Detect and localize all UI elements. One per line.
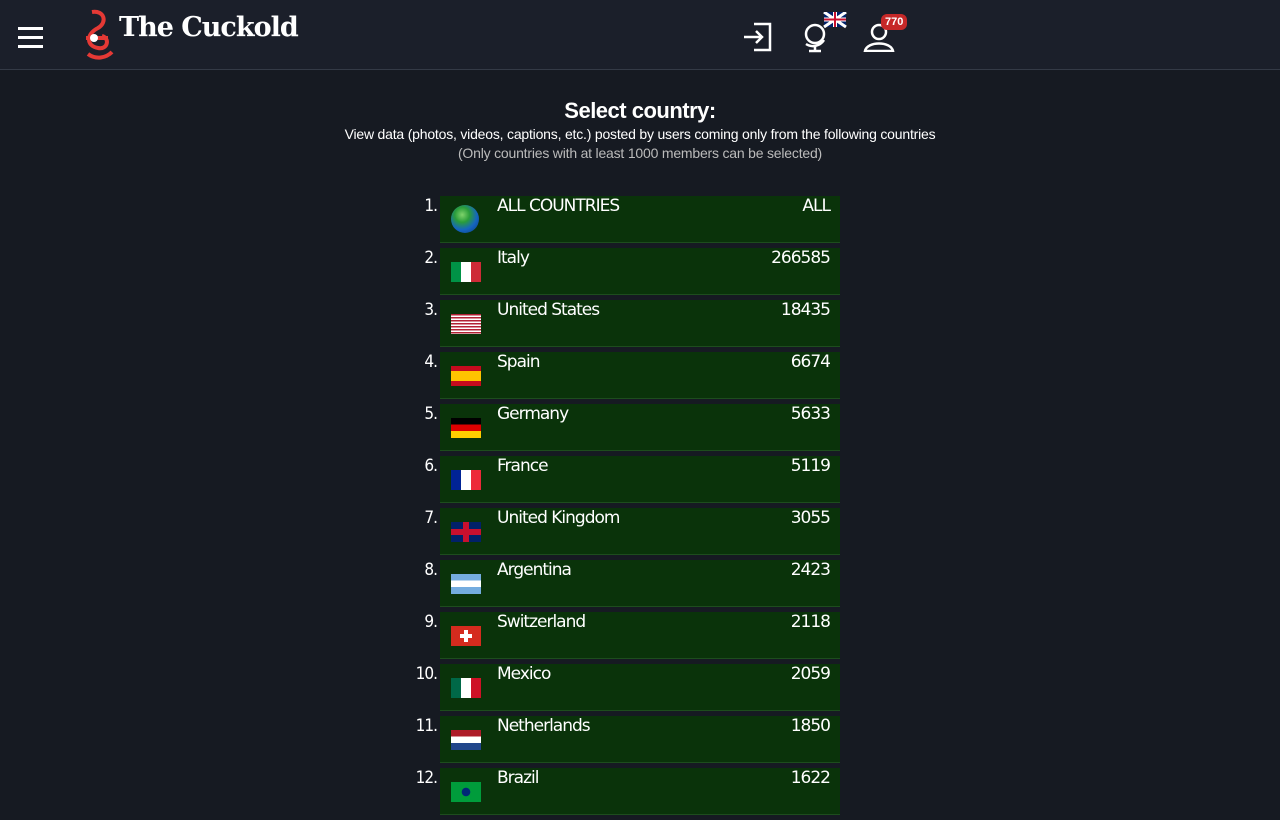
country-row: 1. ALL COUNTRIES ALL [400,196,840,243]
member-count: 1622 [790,768,831,788]
flag [451,262,481,282]
country-row: 9. Switzerland 2118 [400,612,840,659]
country-row: 3. United States 18435 [400,300,840,347]
member-count: 2118 [790,612,831,632]
country-option[interactable]: Argentina 2423 [440,560,840,607]
rank: 8. [424,560,438,580]
member-count: 5633 [790,404,831,424]
member-count: ALL [802,196,831,216]
country-option[interactable]: Italy 266585 [440,248,840,295]
language-icon[interactable] [802,12,848,54]
rank: 4. [424,352,438,372]
member-count: 18435 [780,300,831,320]
country-option[interactable]: Brazil 1622 [440,768,840,815]
logo-icon[interactable] [78,8,116,66]
title: Select country: [564,98,716,123]
country-name: France [497,456,549,476]
login-icon[interactable] [742,22,774,52]
member-count: 2423 [790,560,831,580]
rank: 6. [424,456,438,476]
country-name: United Kingdom [497,508,620,528]
member-count: 2059 [790,664,831,684]
country-name: United States [497,300,600,320]
country-name: Spain [497,352,540,372]
country-name: Brazil [497,768,539,788]
flag [451,205,479,233]
country-option[interactable]: Germany 5633 [440,404,840,451]
member-count: 6674 [790,352,831,372]
country-row: 5. Germany 5633 [400,404,840,451]
country-name: Netherlands [497,716,591,736]
flag [451,522,481,542]
logo-text[interactable]: The Cuckold [119,12,299,43]
country-name: ALL COUNTRIES [497,196,620,216]
country-option[interactable]: Mexico 2059 [440,664,840,711]
heading: Select country: View data (photos, video… [0,98,1280,161]
country-row: 8. Argentina 2423 [400,560,840,607]
country-name: Mexico [497,664,551,684]
member-count: 3055 [790,508,831,528]
country-name: Italy [497,248,530,268]
country-option[interactable]: Switzerland 2118 [440,612,840,659]
rank: 12. [415,768,438,788]
rank: 9. [424,612,438,632]
country-row: 11. Netherlands 1850 [400,716,840,763]
flag [451,418,481,438]
flag [451,470,481,490]
country-list: 1. ALL COUNTRIES ALL 2. Italy 266585 3. United … [400,196,840,820]
member-count: 5119 [790,456,831,476]
rank: 2. [424,248,438,268]
country-row: 6. France 5119 [400,456,840,503]
rank: 1. [424,196,438,216]
top-bar: The Cuckold 770 [0,0,1280,70]
country-name: Switzerland [497,612,586,632]
menu-button[interactable] [18,27,43,51]
rank: 5. [424,404,438,424]
country-row: 7. United Kingdom 3055 [400,508,840,555]
flag [451,730,481,750]
country-option[interactable]: United Kingdom 3055 [440,508,840,555]
rank: 11. [415,716,438,736]
member-count: 266585 [771,248,831,268]
user-icon[interactable] [862,22,896,52]
country-option[interactable]: Netherlands 1850 [440,716,840,763]
country-row: 10. Mexico 2059 [400,664,840,711]
country-name: Argentina [497,560,572,580]
country-option[interactable]: ALL COUNTRIES ALL [440,196,840,243]
country-option[interactable]: France 5119 [440,456,840,503]
country-row: 2. Italy 266585 [400,248,840,295]
flag [451,626,481,646]
flag [451,678,481,698]
country-option[interactable]: United States 18435 [440,300,840,347]
country-option[interactable]: Spain 6674 [440,352,840,399]
flag [451,366,481,386]
country-name: Germany [497,404,569,424]
note: (Only countries with at least 1000 membe… [457,145,823,161]
rank: 10. [415,664,438,684]
notification-badge[interactable]: 770 [881,14,908,30]
rank: 7. [424,508,438,528]
rank: 3. [424,300,438,320]
member-count: 1850 [790,716,831,736]
country-row: 12. Brazil 1622 [400,768,840,815]
flag [451,314,481,334]
flag [451,574,481,594]
flag [451,782,481,802]
country-row: 4. Spain 6674 [400,352,840,399]
subtitle: View data (photos, videos, captions, etc… [344,126,936,142]
